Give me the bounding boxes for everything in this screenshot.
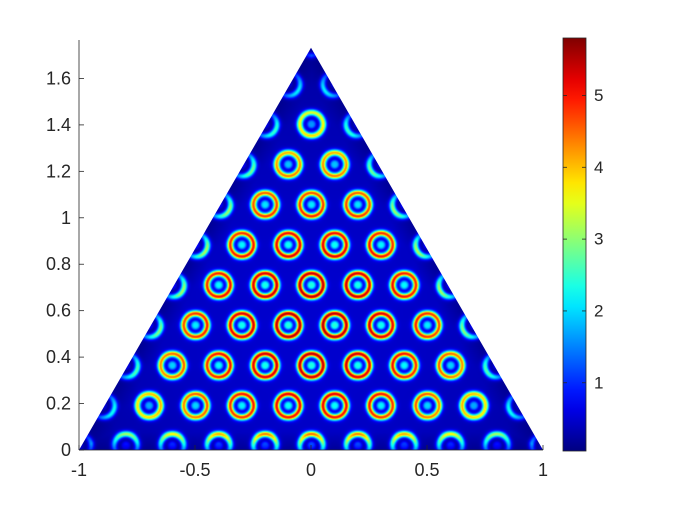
colorbar-tick-label: 4 (594, 158, 603, 177)
x-tick-label: 0 (306, 460, 316, 480)
plot-area (79, 47, 543, 450)
colorbar-gradient (562, 37, 587, 452)
colorbar-tick-label: 1 (594, 373, 603, 392)
y-tick-label: 0 (61, 440, 71, 460)
y-tick-label: 1.4 (46, 115, 71, 135)
colorbar-tick-label: 5 (594, 86, 603, 105)
x-tick-label: 0.5 (414, 460, 439, 480)
heatmap-field (79, 47, 543, 450)
x-tick-label: -0.5 (179, 460, 210, 480)
y-tick-label: 0.6 (46, 301, 71, 321)
y-tick-label: 1 (61, 208, 71, 228)
y-tick-label: 1.6 (46, 68, 71, 88)
x-tick-label: -1 (71, 460, 87, 480)
x-tick-label: 1 (538, 460, 548, 480)
colorbar-ticks: 1 2 3 4 5 (563, 86, 603, 392)
y-tick-label: 1.2 (46, 161, 71, 181)
colorbar: 1 2 3 4 5 (562, 37, 603, 452)
y-tick-label: 0.2 (46, 394, 71, 414)
colorbar-tick-label: 3 (594, 230, 603, 249)
x-axis-ticks: -1 -0.5 0 0.5 1 (71, 445, 548, 480)
y-axis-ticks: 0 0.2 0.4 0.6 0.8 1 1.2 1.4 1.6 (46, 68, 84, 460)
y-tick-label: 0.8 (46, 254, 71, 274)
colorbar-tick-label: 2 (594, 301, 603, 320)
y-tick-label: 0.4 (46, 347, 71, 367)
